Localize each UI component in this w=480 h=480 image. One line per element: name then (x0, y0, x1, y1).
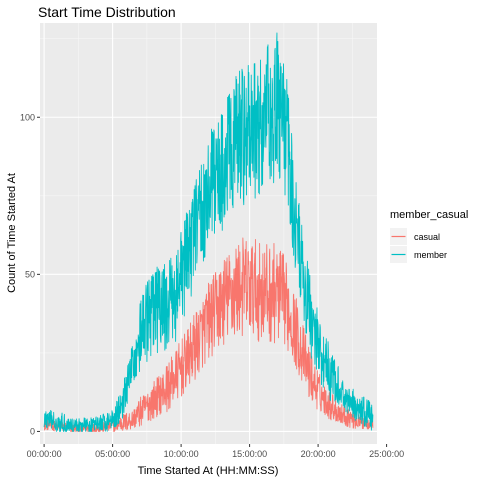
series-line-casual (43, 237, 374, 432)
series-line-member (43, 32, 374, 432)
legend-title: member_casual (390, 209, 468, 221)
x-axis-title: Time Started At (HH:MM:SS) (138, 465, 279, 477)
y-axis-title: Count of Time Started At (6, 173, 18, 293)
legend: member_casual casual member (390, 209, 468, 263)
legend-label-casual: casual (414, 232, 440, 242)
legend-label-member: member (414, 250, 447, 260)
y-tick-label: 50 (25, 269, 35, 279)
chart-title: Start Time Distribution (38, 4, 176, 20)
x-tick-label: 25:00:00 (369, 449, 404, 459)
x-tick-label: 05:00:00 (95, 449, 130, 459)
x-tick-label: 20:00:00 (301, 449, 336, 459)
x-tick-label: 10:00:00 (164, 449, 199, 459)
x-tick-label: 15:00:00 (232, 449, 267, 459)
x-tick-label: 00:00:00 (27, 449, 62, 459)
x-axis-ticks: 00:00:00 05:00:00 10:00:00 15:00:00 20:00:00… (27, 444, 404, 459)
series-layer (43, 32, 374, 432)
y-tick-label: 0 (30, 426, 35, 436)
plot-panel (40, 23, 377, 444)
y-tick-label: 100 (20, 112, 35, 122)
y-axis-ticks: 0 50 100 (20, 112, 40, 436)
